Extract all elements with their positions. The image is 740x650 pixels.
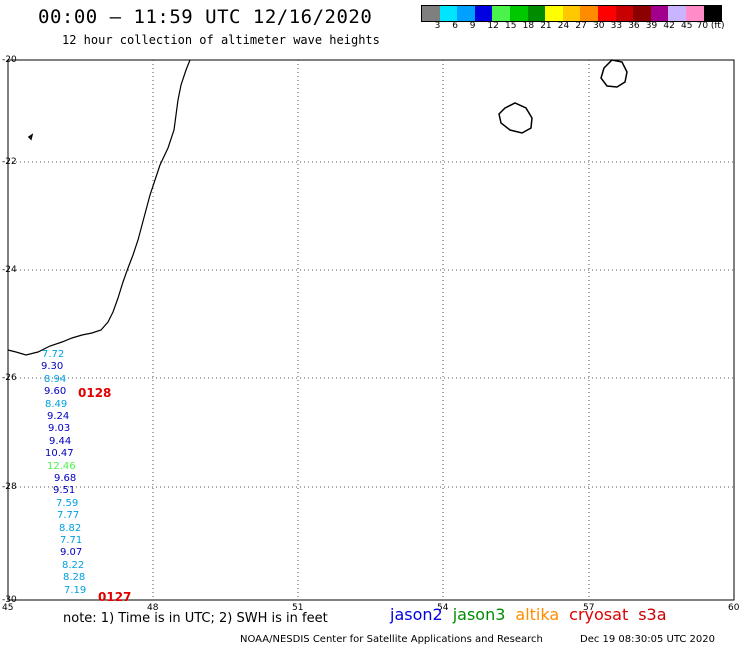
wave-height-observation: 8.49 <box>45 398 68 410</box>
color-scale-label: 70 (ft) <box>696 21 725 31</box>
wave-height-observation: 8.22 <box>62 559 85 571</box>
time-label: 0127 <box>98 590 132 604</box>
color-scale-label: 27 <box>575 21 587 31</box>
wave-height-observation: 9.24 <box>47 411 70 422</box>
longitude-label: 48 <box>147 603 159 613</box>
color-swatch <box>597 6 616 21</box>
satellite-legend: jason2 jason3 altika cryosat s3a <box>390 605 677 624</box>
color-scale-label: 36 <box>628 21 640 31</box>
map-title: 00:00 – 11:59 UTC 12/16/2020 <box>38 6 373 28</box>
wave-height-observation: 8.28 <box>63 572 86 584</box>
color-swatch <box>703 6 722 21</box>
satellite-name: jason2 <box>390 605 443 624</box>
map-frame <box>7 59 735 601</box>
map-subtitle: 12 hour collection of altimeter wave hei… <box>62 33 380 47</box>
wave-height-observation: 8.94 <box>44 373 67 385</box>
color-scale-label: 30 <box>593 21 605 31</box>
latitude-label: -26 <box>2 373 17 383</box>
latitude-label: -24 <box>2 265 17 275</box>
color-scale-label: 15 <box>505 21 517 31</box>
color-swatch <box>545 6 563 21</box>
longitude-label: 45 <box>2 603 14 613</box>
latitude-label: -22 <box>2 157 17 167</box>
longitude-label: 54 <box>437 603 449 613</box>
color-scale-label: 45 <box>681 21 693 31</box>
color-swatch <box>457 6 475 21</box>
wave-height-observation: 9.68 <box>54 473 77 484</box>
wave-height-observation: 7.19 <box>64 584 87 596</box>
color-swatch <box>633 6 651 21</box>
mauritius-island <box>600 59 628 88</box>
satellite-name: cryosat <box>569 605 629 624</box>
color-swatch <box>615 6 634 21</box>
latitude-label: -30 <box>2 595 17 605</box>
color-swatch <box>439 6 458 21</box>
wave-height-observation: 7.71 <box>60 535 83 546</box>
credit-line: NOAA/NESDIS Center for Satellite Applica… <box>240 634 543 645</box>
color-scale-label: 39 <box>645 21 658 31</box>
color-swatch <box>668 6 686 21</box>
color-scale-label: 12 <box>487 21 499 31</box>
reunion-island <box>498 102 533 134</box>
satellite-name: s3a <box>638 605 667 624</box>
color-swatch <box>562 6 581 21</box>
wave-height-observation: 9.07 <box>60 547 83 559</box>
color-swatch <box>685 6 704 21</box>
longitude-label: 60 <box>728 603 740 613</box>
small-islet <box>27 133 34 141</box>
wave-height-observation: 8.82 <box>59 522 82 534</box>
wave-height-observation: 7.77 <box>57 510 80 522</box>
satellite-name: altika <box>515 605 560 624</box>
footer-note: note: 1) Time is in UTC; 2) SWH is in fe… <box>63 611 328 626</box>
wave-height-observation: 9.30 <box>41 361 64 373</box>
wave-height-observation: 12.46 <box>47 460 76 472</box>
longitude-label: 57 <box>583 603 595 613</box>
wave-height-observation: 9.51 <box>53 485 76 497</box>
color-swatch <box>474 6 493 21</box>
generated-timestamp: Dec 19 08:30:05 UTC 2020 <box>580 634 715 645</box>
wave-height-observation: 7.59 <box>56 497 79 509</box>
color-scale-label: 6 <box>452 21 458 31</box>
color-swatch <box>492 6 510 21</box>
color-scale-label: 24 <box>557 21 570 31</box>
wave-height-observation: 9.03 <box>48 423 71 435</box>
color-scale-label: 21 <box>540 21 552 31</box>
color-swatch <box>650 6 669 21</box>
color-swatch <box>527 6 546 21</box>
madagascar-coastline <box>7 59 191 356</box>
longitude-label: 51 <box>292 603 304 613</box>
color-scale-legend <box>421 5 723 22</box>
color-scale-label: 33 <box>610 21 623 31</box>
latitude-label: -20 <box>2 55 17 65</box>
color-scale-label: 3 <box>434 21 441 31</box>
latitude-label: -28 <box>2 482 17 492</box>
color-scale-label: 42 <box>663 21 675 31</box>
color-swatch <box>580 6 598 21</box>
color-scale-label: 18 <box>522 21 535 31</box>
lat-lon-grid <box>8 60 734 600</box>
satellite-name: jason3 <box>452 605 506 624</box>
wave-height-observation: 9.44 <box>49 435 72 447</box>
wave-height-observation: 10.47 <box>45 448 74 460</box>
time-label: 0128 <box>78 386 112 400</box>
wave-height-observation: 9.60 <box>44 386 67 398</box>
color-swatch <box>509 6 528 21</box>
wave-height-observation: 7.72 <box>42 349 65 360</box>
color-swatch <box>422 6 440 21</box>
color-scale-label: 9 <box>469 21 476 31</box>
